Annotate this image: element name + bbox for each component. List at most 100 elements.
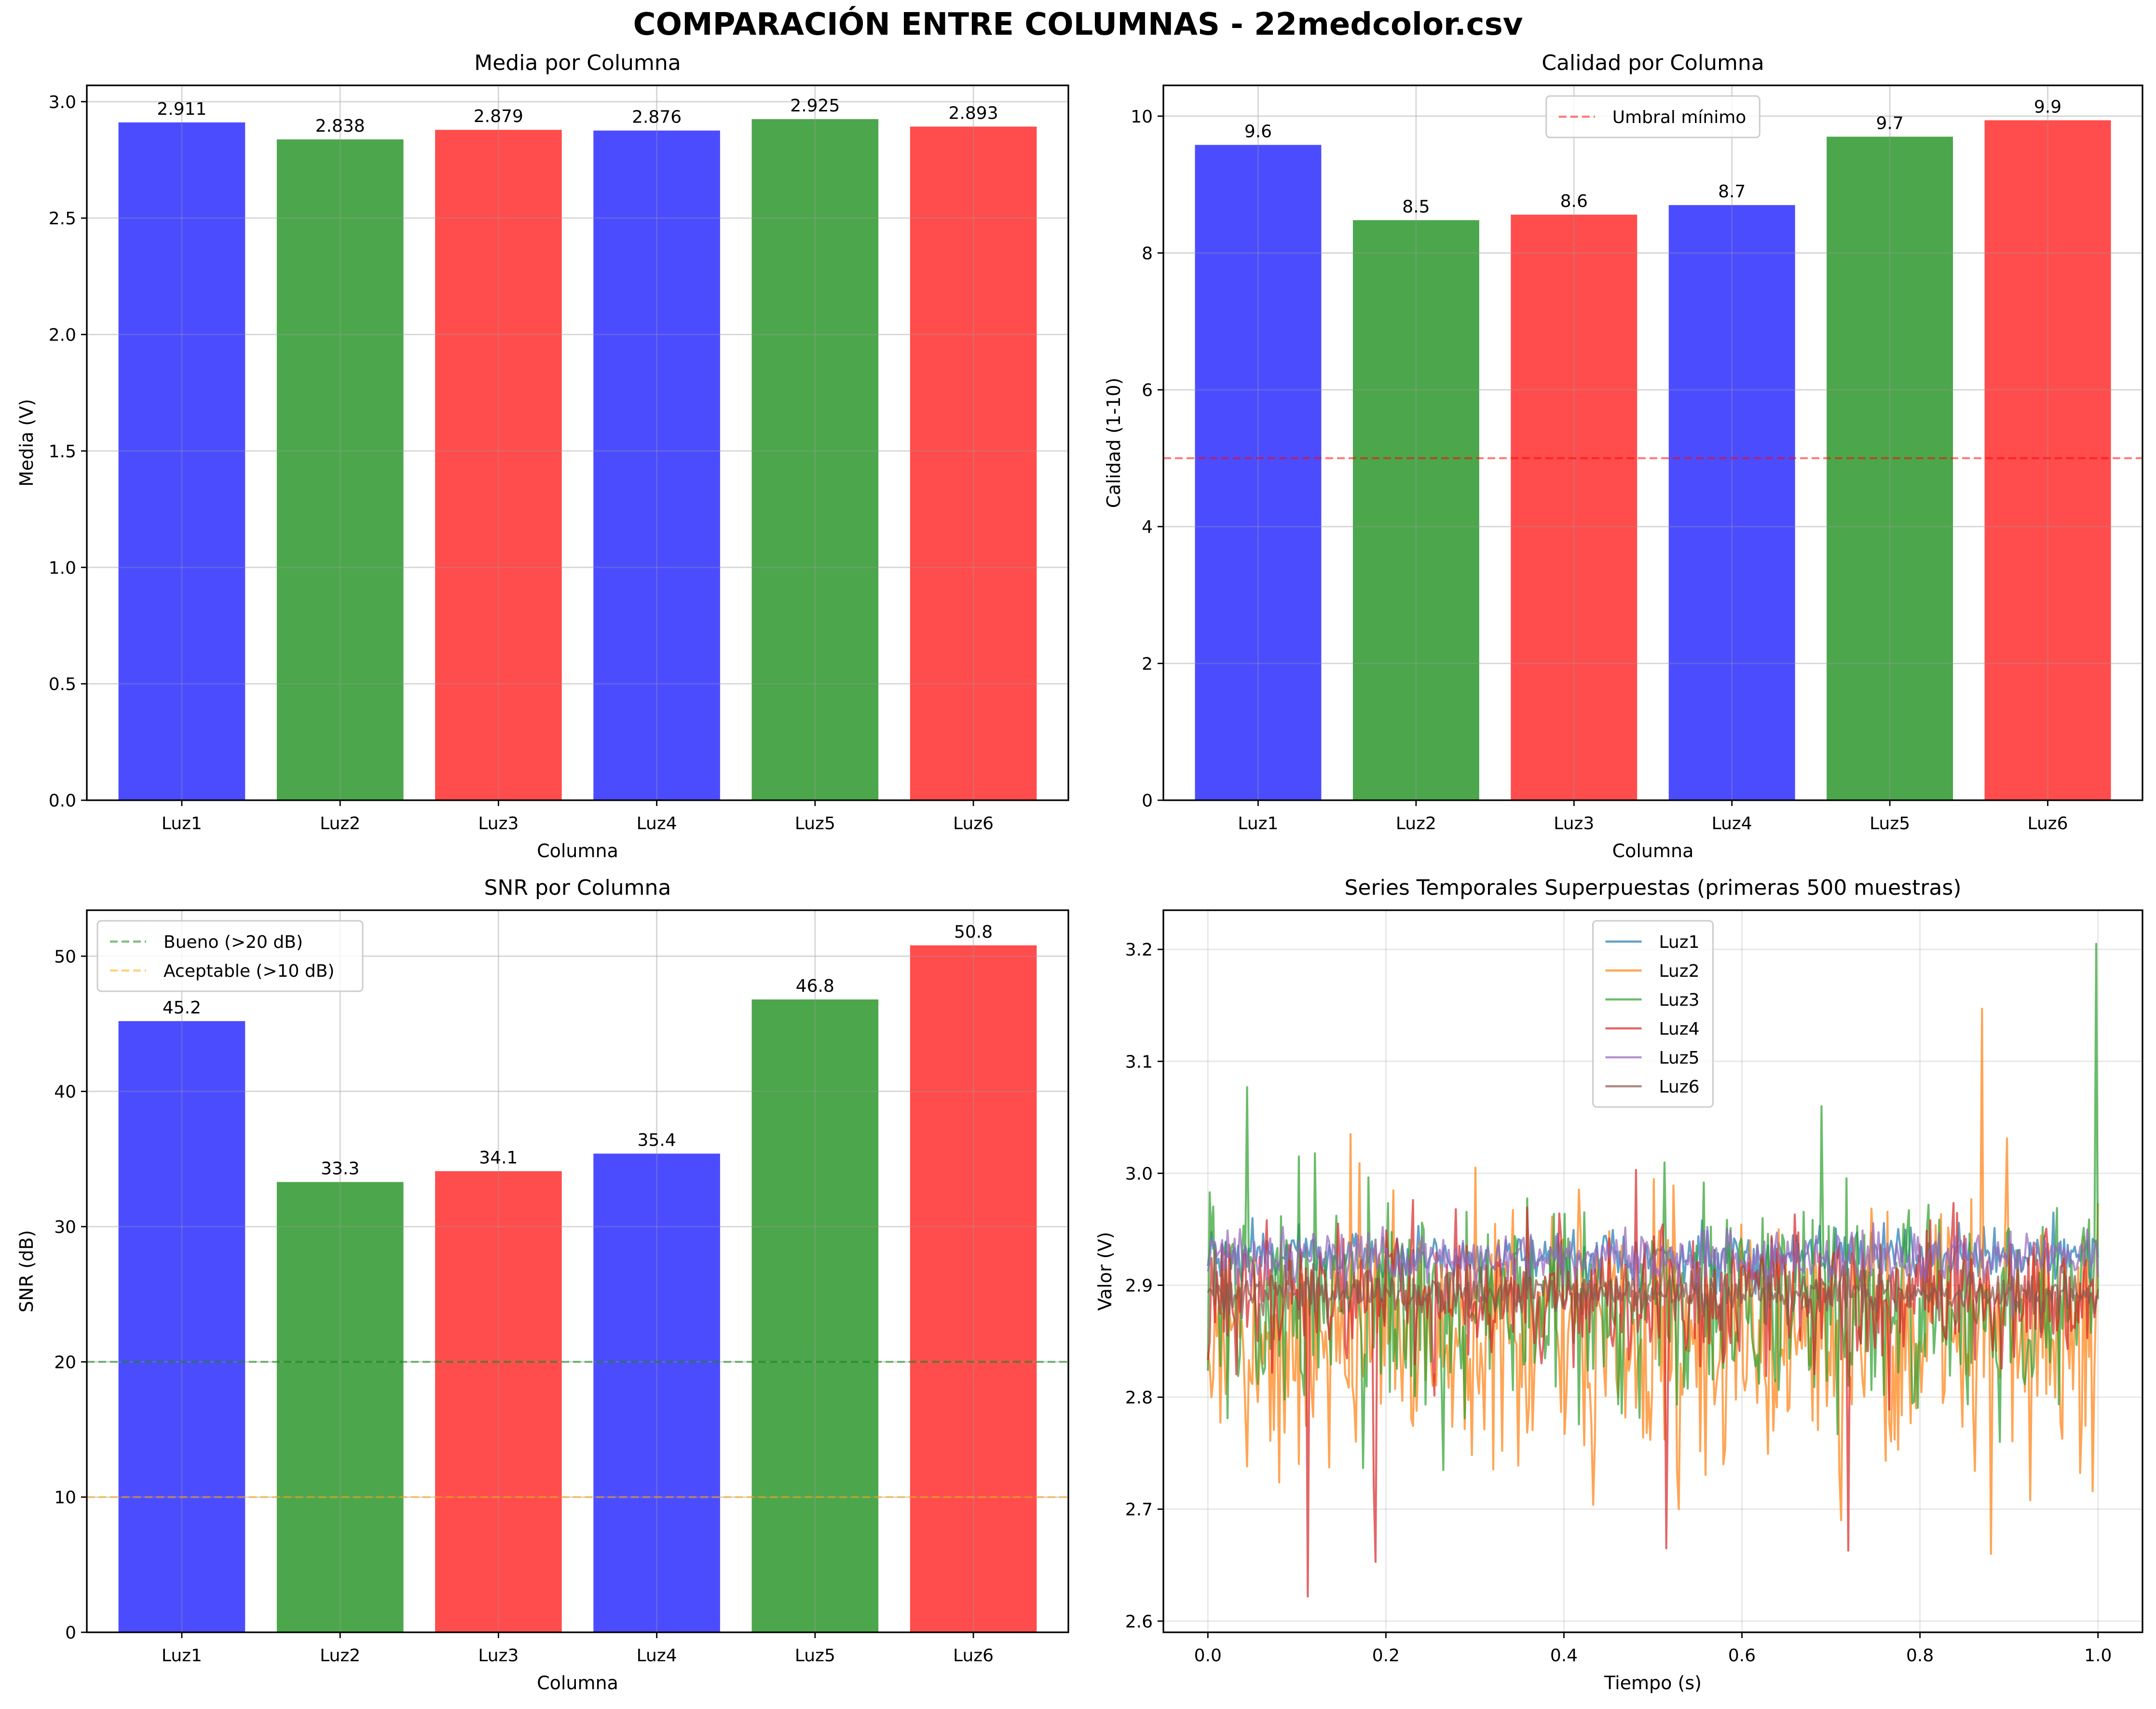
chart-calidad-por-columna: 9.6 8.5 8.6 8.7 9.7 9.9 Luz1 Luz2 Luz3 Luz4 Luz5 Lu…: [1103, 51, 2143, 861]
axes-frame: [1162, 909, 2143, 1633]
legend-label: Luz3: [1659, 990, 1700, 1010]
value-label-luz4: 2.876: [632, 108, 682, 127]
bar-luz3: [1511, 215, 1637, 800]
y-tick-label: 0.0: [49, 791, 76, 811]
bar-luz3: [435, 130, 562, 800]
y-tick-label: 2.0: [49, 326, 76, 345]
value-label-luz2: 33.3: [321, 1159, 359, 1178]
bar-luz1: [118, 122, 246, 801]
bar-luz2: [1352, 220, 1479, 800]
y-tick-label: 2.7: [1125, 1500, 1153, 1520]
value-label-luz3: 34.1: [479, 1148, 518, 1168]
x-tick-label: 0.2: [1372, 1646, 1400, 1666]
legend: Bueno (>20 dB) Aceptable (>10 dB): [96, 920, 364, 992]
y-tick-label: 4: [1142, 518, 1153, 537]
y-tick-label: 2.6: [1125, 1612, 1153, 1632]
x-tick-label: Luz4: [637, 1646, 677, 1666]
axes-frame: [86, 84, 1069, 801]
y-tick-label: 8: [1142, 244, 1153, 263]
x-tick-label: 1.0: [2084, 1646, 2112, 1666]
y-axis-label: Calidad (1-10): [1103, 378, 1124, 508]
x-tick-label: Luz5: [795, 814, 835, 834]
bar-luz5: [751, 999, 879, 1632]
value-label-luz5: 46.8: [796, 976, 834, 996]
x-tick-label: Luz2: [320, 814, 360, 834]
value-label-luz3: 2.879: [474, 107, 523, 126]
x-axis-label: Columna: [537, 1672, 618, 1694]
bars: [118, 119, 1037, 801]
legend: Umbral mínimo: [1545, 95, 1760, 138]
axes-frame: [1162, 84, 2143, 801]
series-line-luz5: [1207, 1222, 2099, 1318]
y-tick-label: 0: [65, 1623, 76, 1643]
axes-frame: [86, 909, 1069, 1633]
value-label-luz6: 2.893: [949, 103, 998, 123]
y-tick-label: 0.5: [49, 675, 76, 695]
x-tick-label: Luz3: [478, 1646, 519, 1666]
x-axis-label: Columna: [1612, 840, 1694, 861]
x-tick-label: Luz4: [1712, 814, 1752, 834]
chart-title: SNR por Columna: [484, 875, 671, 900]
x-tick-label: Luz3: [478, 814, 519, 834]
value-label-luz6: 50.8: [954, 922, 993, 942]
x-tick-label: Luz6: [953, 1646, 994, 1666]
series-lines: [1207, 943, 2099, 1598]
bar-luz5: [1827, 137, 1953, 800]
y-tick-label: 30: [54, 1217, 76, 1237]
bar-luz6: [910, 126, 1037, 800]
value-label-luz2: 8.5: [1402, 197, 1430, 217]
bar-luz4: [593, 1153, 720, 1632]
y-axis-label: Valor (V): [1094, 1232, 1116, 1311]
value-label-luz3: 8.6: [1560, 191, 1588, 211]
y-tick-label: 2.9: [1125, 1276, 1153, 1296]
x-tick-label: Luz1: [1238, 814, 1278, 834]
y-tick-label: 2.8: [1125, 1388, 1153, 1408]
x-tick-label: Luz5: [795, 1646, 835, 1666]
bar-luz6: [1984, 120, 2111, 800]
x-tick-label: 0.6: [1728, 1646, 1756, 1666]
legend-label: Luz2: [1659, 961, 1700, 981]
value-label-luz4: 8.7: [1718, 182, 1746, 202]
y-tick-label: 2: [1142, 654, 1153, 674]
x-tick-label: Luz2: [1396, 814, 1436, 834]
x-axis-label: Tiempo (s): [1604, 1672, 1702, 1694]
series-line-luz6: [1207, 1249, 2099, 1333]
series-line-luz4: [1207, 1169, 2098, 1598]
x-tick-label: Luz6: [953, 814, 994, 834]
legend: Luz1 Luz2 Luz3 Luz4 Luz5 Luz6: [1592, 920, 1714, 1108]
bar-luz4: [593, 130, 720, 800]
bar-luz4: [1668, 205, 1795, 800]
x-axis-label: Columna: [537, 840, 618, 861]
y-tick-label: 10: [1131, 107, 1153, 127]
y-tick-label: 3.0: [49, 93, 76, 112]
y-tick-label: 1.0: [49, 558, 76, 578]
y-axis-label: Media (V): [16, 399, 37, 487]
legend-label: Luz4: [1659, 1019, 1700, 1039]
x-tick-label: Luz2: [320, 1646, 360, 1666]
value-label-luz1: 2.911: [157, 99, 206, 119]
x-tick-label: Luz1: [162, 1646, 202, 1666]
x-tick-label: Luz5: [1869, 814, 1910, 834]
legend-label: Luz1: [1659, 932, 1700, 952]
value-label-luz4: 35.4: [638, 1131, 676, 1150]
legend-label: Luz5: [1659, 1048, 1700, 1068]
value-label-luz5: 2.925: [790, 96, 840, 116]
value-label-luz1: 45.2: [163, 998, 201, 1018]
y-tick-label: 3.1: [1125, 1052, 1153, 1072]
value-label-luz5: 9.7: [1876, 113, 1903, 133]
y-tick-label: 3.2: [1125, 940, 1153, 960]
bars: [1195, 120, 2111, 800]
bars: [118, 945, 1037, 1632]
y-tick-label: 6: [1142, 381, 1153, 400]
legend-label: Luz6: [1659, 1077, 1700, 1097]
bar-luz6: [910, 945, 1037, 1632]
value-label-luz6: 9.9: [2034, 97, 2061, 117]
chart-title: Media por Columna: [474, 51, 681, 75]
legend-label: Aceptable (>10 dB): [164, 961, 334, 981]
chart-title: Series Temporales Superpuestas (primeras…: [1345, 875, 1962, 900]
legend-frame: [1545, 95, 1760, 138]
x-tick-label: Luz4: [637, 814, 677, 834]
legend-frame: [96, 920, 364, 992]
x-tick-label: 0.0: [1194, 1646, 1222, 1666]
y-tick-label: 20: [54, 1353, 76, 1372]
